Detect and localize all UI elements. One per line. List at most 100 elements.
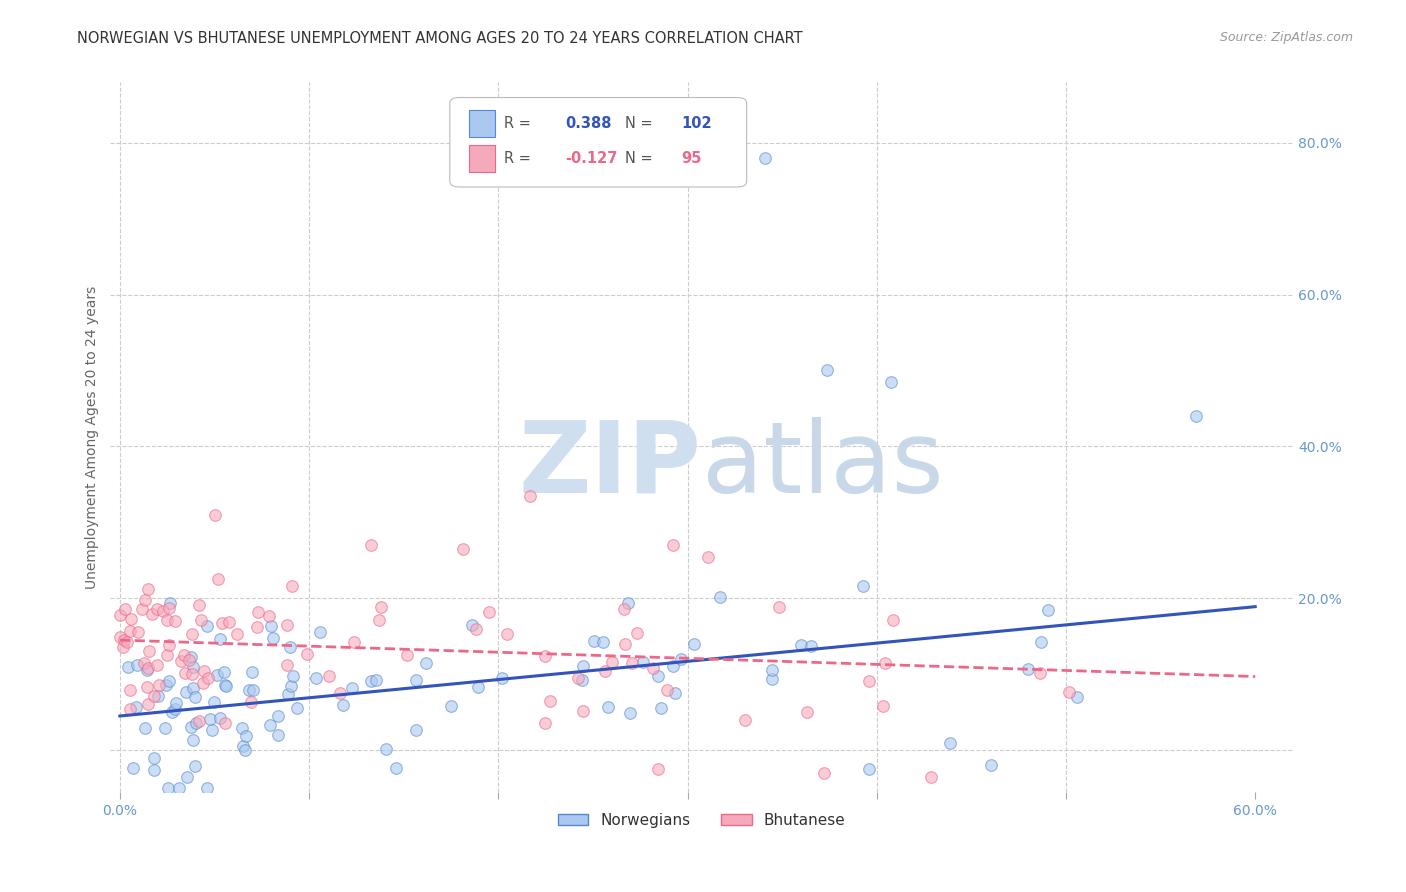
Text: 95: 95 [682,151,702,166]
Point [613,602,636,616]
Point [232,739,254,753]
Point [186,715,208,730]
Point [259,717,281,731]
Point [262,631,284,645]
Point [233,743,256,757]
Point [655,682,678,697]
Point [280,679,302,693]
Point [214,678,236,692]
Point [183,659,205,673]
Point [209,632,232,647]
Point [152,604,174,618]
Point [183,690,205,705]
Point [190,613,212,627]
Point [146,690,169,704]
Point [734,713,756,727]
Point [709,590,731,604]
Point [207,572,229,586]
Point [360,538,382,552]
Point [600,655,623,669]
Point [278,640,301,654]
Point [142,751,165,765]
Point [110,630,132,644]
Point [598,699,620,714]
Point [160,705,183,719]
Point [146,602,169,616]
Point [626,626,648,640]
Point [125,658,148,673]
Point [121,612,143,626]
Point [920,770,942,784]
Point [156,648,179,663]
Point [619,706,641,720]
Point [858,674,880,689]
Point [572,704,595,718]
Point [280,579,302,593]
Point [134,592,156,607]
Point [796,706,818,720]
Point [153,721,176,735]
Point [318,669,340,683]
Point [195,619,218,633]
Point [247,605,270,619]
Y-axis label: Unemployment Among Ages 20 to 24 years: Unemployment Among Ages 20 to 24 years [86,285,100,589]
Point [534,649,557,664]
Point [238,683,260,698]
Point [197,672,219,686]
Point [257,609,280,624]
Point [1066,690,1088,704]
Point [1185,409,1208,423]
Text: ZIP: ZIP [519,417,702,514]
FancyBboxPatch shape [450,97,747,187]
Point [880,375,903,389]
Point [267,708,290,723]
Point [212,665,235,679]
Point [332,698,354,712]
Text: 102: 102 [682,116,713,130]
Point [121,761,143,775]
Point [800,639,823,653]
Point [571,673,593,687]
Point [169,780,191,795]
Point [165,696,187,710]
Point [852,579,875,593]
Point [478,605,501,619]
Point [440,699,463,714]
Point [181,667,204,681]
Point [188,714,211,728]
Point [305,671,328,685]
Point [875,657,897,671]
Point [461,617,484,632]
Point [215,679,238,693]
Point [405,723,427,737]
Point [170,654,193,668]
Point [138,644,160,658]
Point [193,675,215,690]
Point [277,687,299,701]
Text: R =: R = [505,151,531,166]
Point [1029,666,1052,681]
Point [938,736,960,750]
Point [204,508,226,522]
Point [136,698,159,712]
Point [360,674,382,689]
Point [214,715,236,730]
Point [813,766,835,780]
Point [495,627,517,641]
Point [136,582,159,596]
Point [754,151,776,165]
Point [117,660,139,674]
Point [235,729,257,743]
Point [180,720,202,734]
Point [534,716,557,731]
Point [538,694,561,708]
Point [592,634,614,648]
Point [157,638,180,652]
Point [395,648,418,662]
Point [111,640,134,654]
Point [467,681,489,695]
Point [118,702,141,716]
Point [631,655,654,669]
Point [184,759,207,773]
Point [134,656,156,670]
